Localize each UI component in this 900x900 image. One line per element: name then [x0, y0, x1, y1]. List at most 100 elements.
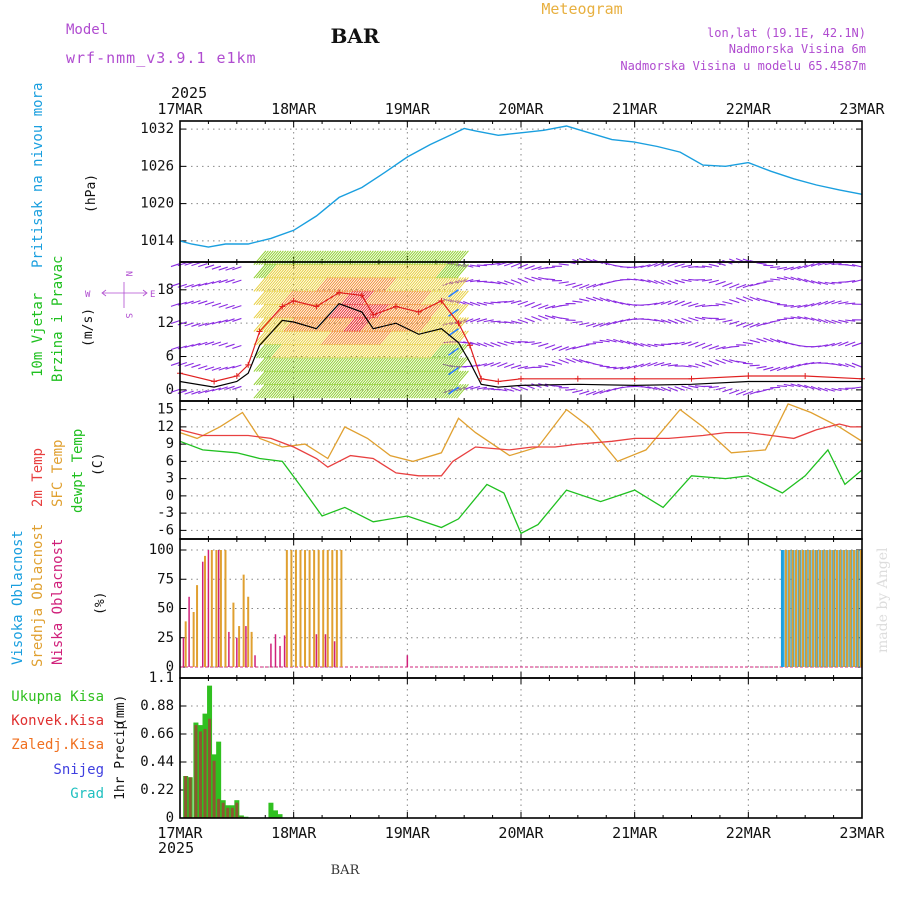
wind-barb — [490, 281, 501, 285]
wind-barb — [756, 322, 767, 327]
wind-barb — [647, 302, 658, 306]
wind-barb — [681, 317, 692, 323]
wind-barb — [510, 320, 522, 324]
wind-streak — [368, 303, 382, 319]
wind-streak — [283, 303, 297, 319]
wind-streak — [353, 290, 367, 306]
wind-barb — [184, 322, 194, 327]
wind-barb — [845, 280, 856, 283]
compass-n: N — [123, 271, 133, 276]
wind-barb — [599, 297, 610, 303]
wind-barb — [599, 365, 610, 368]
wind-barb — [660, 362, 672, 367]
wind-barb — [735, 360, 747, 364]
wind-streak — [296, 263, 309, 279]
wind-barb — [504, 387, 515, 392]
wind-barb — [503, 261, 515, 267]
wind-barb — [198, 341, 208, 346]
wind-streak — [453, 383, 467, 399]
wind-barb — [524, 277, 535, 282]
wind-barb — [225, 343, 235, 348]
wind-streak — [301, 263, 314, 279]
wind-barb — [708, 263, 719, 268]
wind-streak — [281, 370, 294, 386]
wind-barb — [824, 300, 835, 305]
wind-streak — [378, 383, 392, 399]
wind-streak — [356, 330, 369, 346]
wind-barb — [681, 385, 692, 390]
cloud-low-label: Niska Oblacnost — [50, 539, 66, 665]
wind-streak — [436, 383, 449, 399]
wind-streak — [306, 383, 319, 399]
wind-barb — [838, 319, 849, 323]
wind-streak — [271, 290, 284, 306]
wind-streak — [423, 263, 437, 279]
wind-barb — [619, 365, 631, 370]
wind-unit-label: (m/s) — [81, 308, 96, 347]
wind-arrow — [448, 328, 459, 337]
wind-streak — [436, 277, 449, 292]
wind-streak — [343, 277, 357, 292]
wind-barb — [838, 363, 849, 368]
wind-streak — [401, 317, 414, 332]
bottom-date-4: 21MAR — [612, 824, 658, 842]
wind-streak — [341, 263, 354, 279]
wind-streak — [303, 370, 317, 386]
wind-streak — [318, 357, 332, 372]
sfc-temp-line — [179, 403, 863, 463]
wind-streak — [308, 370, 322, 386]
wind-streak — [418, 263, 432, 279]
wind-streak — [366, 330, 379, 346]
wind-streak — [401, 343, 414, 359]
wind-streak — [351, 277, 364, 292]
wind-streak — [351, 343, 364, 359]
wind-streak — [271, 277, 284, 292]
wind-streak — [428, 290, 442, 306]
wind-barb — [476, 264, 487, 267]
wind-streak — [321, 317, 334, 332]
wind-barb — [694, 363, 706, 368]
wind-streak — [276, 290, 289, 306]
wind-streak — [263, 383, 277, 399]
wind-streak — [401, 277, 414, 292]
wind-barb — [599, 389, 610, 394]
wind-streak — [291, 263, 304, 279]
wind-streak — [318, 290, 332, 306]
wind-barb — [504, 341, 515, 345]
wind-streak — [423, 317, 437, 332]
y-tick-label: 3 — [166, 471, 174, 487]
wind-barb — [674, 318, 685, 324]
wind-barb — [225, 266, 235, 271]
conv-precip-bar — [198, 731, 202, 818]
wind-streak — [351, 330, 364, 346]
gust-marker — [336, 289, 343, 296]
wind-barb — [647, 386, 658, 391]
wind-streak — [381, 303, 394, 319]
wind-barb — [510, 279, 522, 285]
wind-streak — [338, 303, 352, 319]
wind-streak — [358, 343, 372, 359]
wind-barb — [592, 322, 604, 328]
wind-streak — [288, 330, 302, 346]
wind-streak — [288, 343, 302, 359]
wind-barb — [647, 361, 658, 367]
wind-streak — [451, 277, 464, 292]
wind-streak — [446, 290, 459, 306]
wind-barb — [647, 343, 658, 348]
wind-barb — [851, 342, 863, 347]
wind-streak — [428, 343, 442, 359]
wind-streak — [338, 277, 352, 292]
wind-barb — [851, 279, 863, 283]
gust-marker — [495, 378, 502, 385]
wind-barb — [204, 388, 215, 393]
wind-barb — [558, 346, 569, 352]
wind-streak — [323, 330, 337, 346]
wind-streak — [276, 303, 289, 319]
wind-streak — [343, 370, 357, 386]
wind-barb — [565, 346, 576, 351]
panel-frame — [179, 400, 863, 540]
wind-streak — [313, 343, 327, 359]
wind-streak — [368, 343, 382, 359]
wind-streak — [376, 330, 389, 346]
